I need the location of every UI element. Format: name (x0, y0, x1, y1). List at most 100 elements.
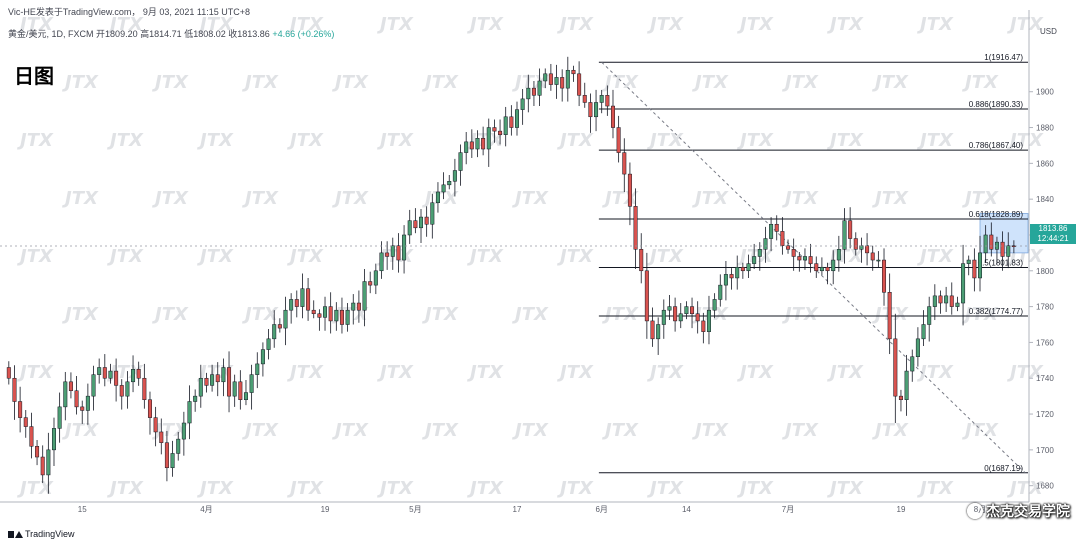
price-tick-label: 1680 (1036, 482, 1054, 491)
watermark-text: JTX (647, 246, 684, 267)
trend-line-layer[interactable] (601, 61, 1026, 474)
watermark-text: JTX (602, 420, 639, 441)
watermark-text: JTX (62, 72, 99, 93)
watermark-text: JTX (287, 130, 324, 151)
watermark-text: JTX (737, 478, 774, 499)
currency-label: USD (1040, 27, 1057, 36)
candle-bearish (136, 369, 141, 379)
watermark-text: JTX (827, 478, 864, 499)
watermark-text: JTX (557, 130, 594, 151)
watermark-text: JTX (197, 14, 234, 35)
watermark-text: JTX (332, 420, 369, 441)
watermark-text: JTX (962, 420, 999, 441)
watermark-text: JTX (467, 14, 504, 35)
candle-bullish (723, 274, 728, 286)
candle-bullish (802, 256, 807, 261)
watermark-text: JTX (377, 478, 414, 499)
candle-bullish (955, 302, 960, 307)
candle-bullish (334, 309, 339, 322)
watermark-text: JTX (332, 72, 369, 93)
watermark-text: JTX (332, 188, 369, 209)
candle-bullish (910, 356, 915, 372)
candle-bearish (164, 442, 169, 469)
watermark-text: JTX (17, 246, 54, 267)
candle-bullish (272, 324, 277, 340)
candle-bullish (678, 313, 683, 322)
candle-bearish (865, 245, 870, 254)
time-tick-label: 4月 (200, 505, 212, 514)
time-tick-label: 19 (321, 505, 330, 514)
candle-bullish (243, 392, 248, 400)
watermark-text: JTX (557, 478, 594, 499)
candle-bearish (893, 338, 898, 397)
watermark-text: JTX (377, 362, 414, 383)
candle-bullish (260, 349, 265, 365)
price-tick-label: 1740 (1036, 374, 1054, 383)
candle-bullish (221, 367, 226, 383)
candle-bullish (402, 234, 407, 261)
candle-bullish (430, 202, 435, 225)
time-tick-label: 15 (78, 505, 87, 514)
candle-bullish (836, 249, 841, 261)
candle-bearish (560, 77, 565, 89)
candle-bullish (170, 453, 175, 469)
candle-bearish (306, 288, 311, 311)
tradingview-logo[interactable]: TradingView (8, 529, 75, 539)
candle-bullish (712, 299, 717, 311)
candle-bearish (396, 245, 401, 261)
candle-bearish (368, 281, 373, 286)
watermark-text: JTX (242, 188, 279, 209)
candle-bearish (23, 417, 28, 427)
watermark-text: JTX (737, 14, 774, 35)
timeframe-overlay-label: 日图 (14, 66, 54, 88)
candle-bearish (102, 367, 107, 379)
candle-bearish (814, 263, 819, 272)
time-tick-label: 6月 (595, 505, 607, 514)
watermark-text: JTX (737, 130, 774, 151)
high-label: 高 (140, 29, 150, 39)
candle-bullish (97, 367, 102, 375)
candle-bullish (932, 295, 937, 307)
watermark-text: JTX (62, 188, 99, 209)
candle-bullish (390, 245, 395, 257)
candle-bullish (131, 369, 136, 383)
watermark-text: JTX (377, 130, 414, 151)
candle-bearish (74, 390, 79, 408)
candle-bearish (80, 406, 85, 411)
watermark-text: JTX (692, 72, 729, 93)
watermark-text: JTX (107, 478, 144, 499)
candle-bearish (870, 252, 875, 261)
price-tick-label: 1880 (1036, 124, 1054, 133)
candle-bullish (684, 306, 689, 315)
candle-bullish (323, 306, 328, 318)
candle-bearish (938, 295, 943, 304)
watermark-text: JTX (152, 304, 189, 325)
watermark-text: JTX (602, 304, 639, 325)
watermark-text: JTX (422, 188, 459, 209)
candles-layer (6, 56, 1016, 494)
candle-bearish (385, 252, 390, 257)
candle-bullish (904, 370, 909, 400)
candle-bearish (690, 306, 695, 315)
candle-bullish (718, 284, 723, 300)
watermark-text: JTX (242, 420, 279, 441)
watermark-text: JTX (602, 72, 639, 93)
candle-bearish (277, 324, 282, 329)
candle-bullish (289, 299, 294, 311)
publish-line: Vic-HE发表于TradingView.com， 9月 03, 2021 11… (8, 7, 251, 17)
watermark-text: JTX (197, 478, 234, 499)
candle-bearish (622, 152, 627, 175)
candle-bearish (119, 385, 124, 397)
candle-bullish (266, 338, 271, 350)
candle-bullish (554, 77, 559, 85)
candle-bullish (108, 370, 113, 379)
candle-bearish (989, 234, 994, 250)
watermark-layer: JTX JTX JTX JTX JTX JTX JTX JTX JTX JTX JTX JTX JTX J… (17, 14, 1044, 499)
candle-bullish (594, 102, 599, 118)
watermark-text: JTX (962, 304, 999, 325)
candle-bullish (464, 141, 469, 153)
bar-countdown: 12:44:21 (1037, 234, 1069, 243)
candle-bearish (424, 216, 429, 225)
